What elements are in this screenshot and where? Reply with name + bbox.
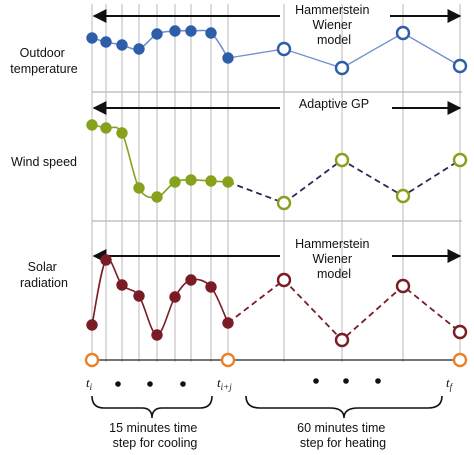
- sample-point-15min: [205, 27, 217, 39]
- time-origin-marker: [452, 352, 468, 368]
- sample-point-15min: [205, 281, 217, 293]
- curve-wind-speed: [91, 124, 229, 199]
- sample-point-15min: [169, 291, 181, 303]
- sample-point-60min: [334, 152, 350, 168]
- ellipsis-dots-cooling: [115, 381, 186, 387]
- curve-solar-radiation: [91, 258, 229, 336]
- sample-point-15min: [100, 254, 112, 266]
- sample-point-15min: [86, 319, 98, 331]
- sample-point-15min: [222, 52, 234, 64]
- brace-heating: [245, 395, 443, 419]
- sample-point-15min: [185, 174, 197, 186]
- sample-point-15min: [222, 176, 234, 188]
- time-mark-start: ti: [86, 375, 93, 392]
- brace-cooling: [91, 395, 213, 419]
- sample-point-60min: [334, 60, 350, 76]
- sample-point-15min: [222, 317, 234, 329]
- sample-point-60min: [452, 152, 468, 168]
- series-wind-speed: [86, 119, 468, 211]
- grid-lines: [91, 4, 462, 362]
- sample-point-60min: [395, 188, 411, 204]
- sample-point-60min: [334, 332, 350, 348]
- range-arrows: [92, 9, 462, 263]
- sample-point-15min: [169, 176, 181, 188]
- panel-label-wind-speed: Wind speed: [11, 155, 77, 169]
- header-hw-model-top: Hammerstein Wiener model: [295, 3, 373, 47]
- sample-point-15min: [133, 43, 145, 55]
- sample-point-15min: [151, 28, 163, 40]
- series-outdoor-temperature: [86, 25, 468, 76]
- ellipsis-dots-heating: [313, 378, 381, 384]
- sample-point-60min: [276, 195, 292, 211]
- sample-point-15min: [116, 39, 128, 51]
- series-solar-radiation: [86, 254, 468, 348]
- sample-point-60min: [452, 324, 468, 340]
- time-mark-mid: ti+j: [217, 375, 232, 392]
- panel-label-outdoor-temperature: Outdoor temperature: [10, 46, 77, 76]
- sample-point-15min: [100, 36, 112, 48]
- sample-point-15min: [86, 119, 98, 131]
- header-adaptive-gp: Adaptive GP: [299, 97, 369, 111]
- sample-point-15min: [151, 191, 163, 203]
- sample-point-15min: [100, 122, 112, 134]
- sample-point-15min: [169, 25, 181, 37]
- sample-point-15min: [133, 290, 145, 302]
- time-origin-marker: [84, 352, 100, 368]
- sample-point-15min: [151, 329, 163, 341]
- caption-cooling: 15 minutes time step for cooling: [109, 421, 201, 450]
- time-mark-end: tf: [446, 375, 454, 392]
- signal-curves: [84, 25, 468, 368]
- coarse-segment-solar-radiation: [227, 278, 461, 342]
- sample-point-60min: [452, 58, 468, 74]
- header-hw-model-bottom: Hammerstein Wiener model: [295, 237, 373, 281]
- sample-point-60min: [276, 272, 292, 288]
- sample-point-60min: [276, 41, 292, 57]
- sample-point-60min: [395, 278, 411, 294]
- sample-point-15min: [205, 175, 217, 187]
- sample-point-15min: [185, 25, 197, 37]
- sample-point-15min: [86, 32, 98, 44]
- sample-point-15min: [185, 274, 197, 286]
- sample-point-15min: [133, 182, 145, 194]
- sample-point-60min: [395, 25, 411, 41]
- sample-point-15min: [116, 279, 128, 291]
- panel-label-solar-radiation: Solar radiation: [20, 260, 68, 290]
- caption-heating: 60 minutes time step for heating: [297, 421, 389, 450]
- time-origin-marker: [220, 352, 236, 368]
- sample-point-15min: [116, 127, 128, 139]
